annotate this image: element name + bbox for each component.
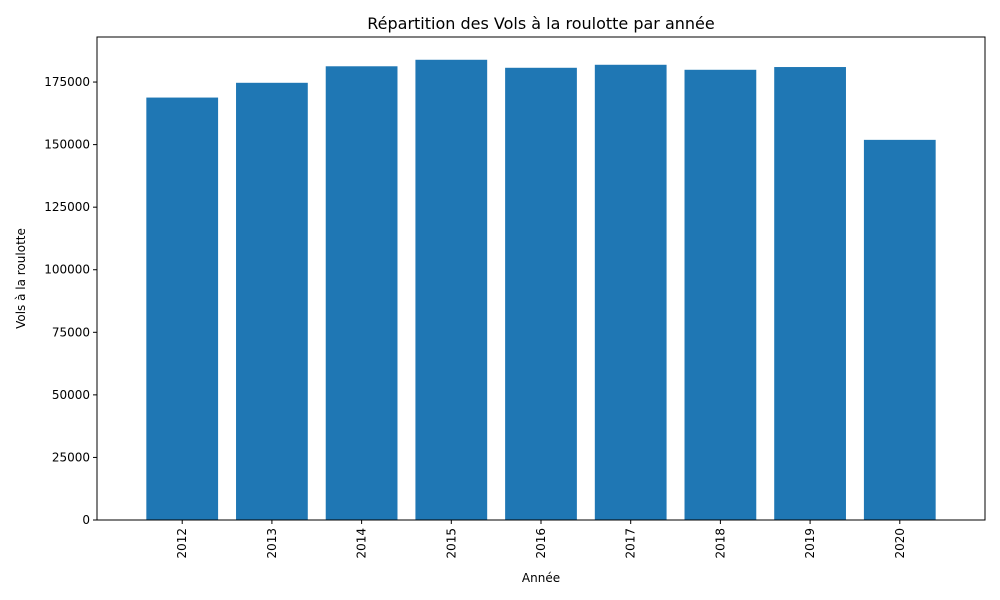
y-tick-label-0: 0 — [82, 513, 90, 527]
y-tick-label-175000: 175000 — [44, 75, 90, 89]
bar-2019 — [774, 67, 846, 520]
x-axis-label: Année — [522, 571, 560, 585]
bar-2014 — [325, 66, 398, 521]
bar-2016 — [505, 67, 577, 521]
plot-frame — [96, 36, 986, 521]
x-tick-label-2012: 2012 — [175, 528, 189, 559]
x-tick-label-2020: 2020 — [893, 528, 907, 559]
x-tick-label-2015: 2015 — [444, 528, 458, 559]
y-tick-label-25000: 25000 — [52, 450, 90, 464]
chart-title: Répartition des Vols à la roulotte par a… — [367, 14, 715, 33]
x-axis: 2012 2013 2014 2015 2016 2017 2018 2019 2020 — [175, 520, 907, 559]
y-tick-label-100000: 100000 — [44, 263, 90, 277]
x-tick-label-2017: 2017 — [624, 528, 638, 559]
bar-2015 — [415, 59, 488, 521]
x-tick-label-2014: 2014 — [355, 528, 369, 559]
x-tick-label-2019: 2019 — [803, 528, 817, 559]
bars-group — [146, 59, 936, 521]
y-axis-label: Vols à la roulotte — [14, 228, 28, 329]
bar-2018 — [684, 69, 757, 520]
bar-2012 — [146, 97, 219, 521]
x-tick-label-2016: 2016 — [534, 528, 548, 559]
bar-2017 — [594, 64, 667, 521]
y-tick-label-125000: 125000 — [44, 200, 90, 214]
x-tick-label-2018: 2018 — [713, 528, 727, 559]
y-tick-label-75000: 75000 — [52, 325, 90, 339]
y-axis: 0 25000 50000 75000 100000 125000 150000 175000 — [44, 75, 97, 527]
bar-2013 — [236, 82, 308, 520]
y-tick-label-150000: 150000 — [44, 138, 90, 152]
x-tick-label-2013: 2013 — [265, 528, 279, 559]
y-tick-label-50000: 50000 — [52, 388, 90, 402]
bar-2020 — [863, 139, 936, 520]
